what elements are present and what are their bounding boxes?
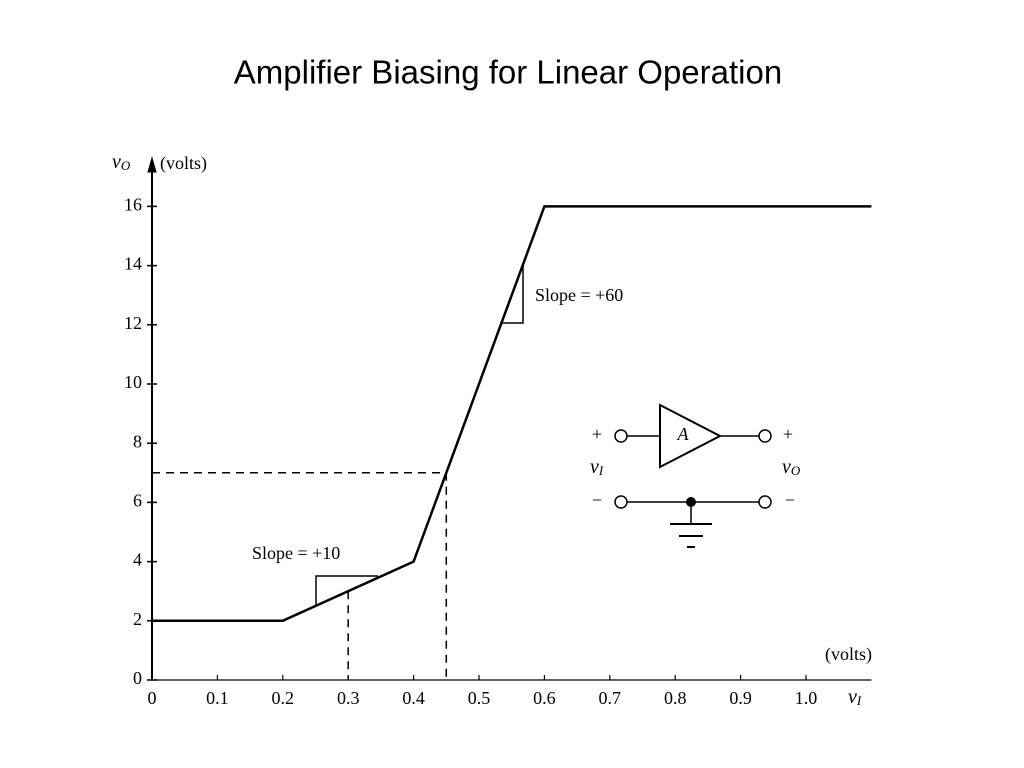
chart-title: Amplifier Biasing for Linear Operation	[234, 54, 782, 91]
x-tick-label: 0.8	[664, 688, 687, 708]
input-sub: I	[598, 463, 604, 478]
y-tick-label: 6	[133, 491, 142, 511]
y-tick-label: 10	[124, 372, 142, 392]
transfer-curve	[152, 205, 872, 623]
y-symbol-sub: O	[121, 158, 131, 173]
y-tick-label: 0	[133, 668, 142, 688]
output-sub: O	[791, 463, 801, 478]
minus-sign: −	[592, 490, 602, 510]
x-symbol-sub: I	[856, 693, 862, 708]
amp-symbol	[659, 403, 723, 469]
x-axis-symbol: vI	[848, 686, 862, 708]
y-symbol-main: v	[112, 151, 121, 173]
output-main: v	[782, 456, 791, 478]
plus-sign: +	[783, 424, 793, 444]
input-main: v	[590, 456, 599, 478]
gain-label: A	[677, 424, 690, 444]
input-symbol: vI	[590, 456, 604, 478]
plus-sign: +	[592, 424, 602, 444]
x-tick-label: 1.0	[795, 688, 818, 708]
y-axis-symbol: vO	[112, 151, 131, 173]
y-tick-label: 2	[133, 609, 142, 629]
y-tick-label: 12	[124, 313, 142, 333]
x-tick-label: 0.2	[272, 688, 295, 708]
x-symbol-main: v	[848, 686, 857, 708]
x-tick-label: 0.1	[206, 688, 229, 708]
terminal	[758, 495, 772, 509]
x-tick-label: 0	[148, 688, 157, 708]
slope-annotation: Slope = +10	[252, 543, 340, 563]
amplifier-diagram: A + + − − vI vO	[590, 403, 801, 548]
slope-triangle	[500, 263, 524, 324]
x-tick-label: 0.6	[533, 688, 556, 708]
x-tick-label: 0.3	[337, 688, 360, 708]
y-tick-label: 14	[124, 254, 142, 274]
y-tick-label: 4	[133, 550, 142, 570]
y-axis-label: (volts)	[160, 153, 207, 174]
y-tick-label: 16	[124, 195, 142, 215]
x-tick-label: 0.9	[729, 688, 752, 708]
minus-sign: −	[785, 490, 795, 510]
terminal	[758, 429, 772, 443]
terminal	[614, 429, 628, 443]
slope-triangle	[315, 575, 378, 605]
x-tick-label: 0.4	[402, 688, 425, 708]
y-axis-arrow	[147, 156, 157, 173]
x-tick-label: 0.7	[599, 688, 622, 708]
output-symbol: vO	[782, 456, 801, 478]
slope-annotation: Slope = +60	[535, 285, 623, 305]
x-tick-label: 0.5	[468, 688, 491, 708]
x-axis-label: (volts)	[825, 644, 872, 665]
terminal	[614, 495, 628, 509]
y-tick-label: 8	[133, 431, 142, 451]
